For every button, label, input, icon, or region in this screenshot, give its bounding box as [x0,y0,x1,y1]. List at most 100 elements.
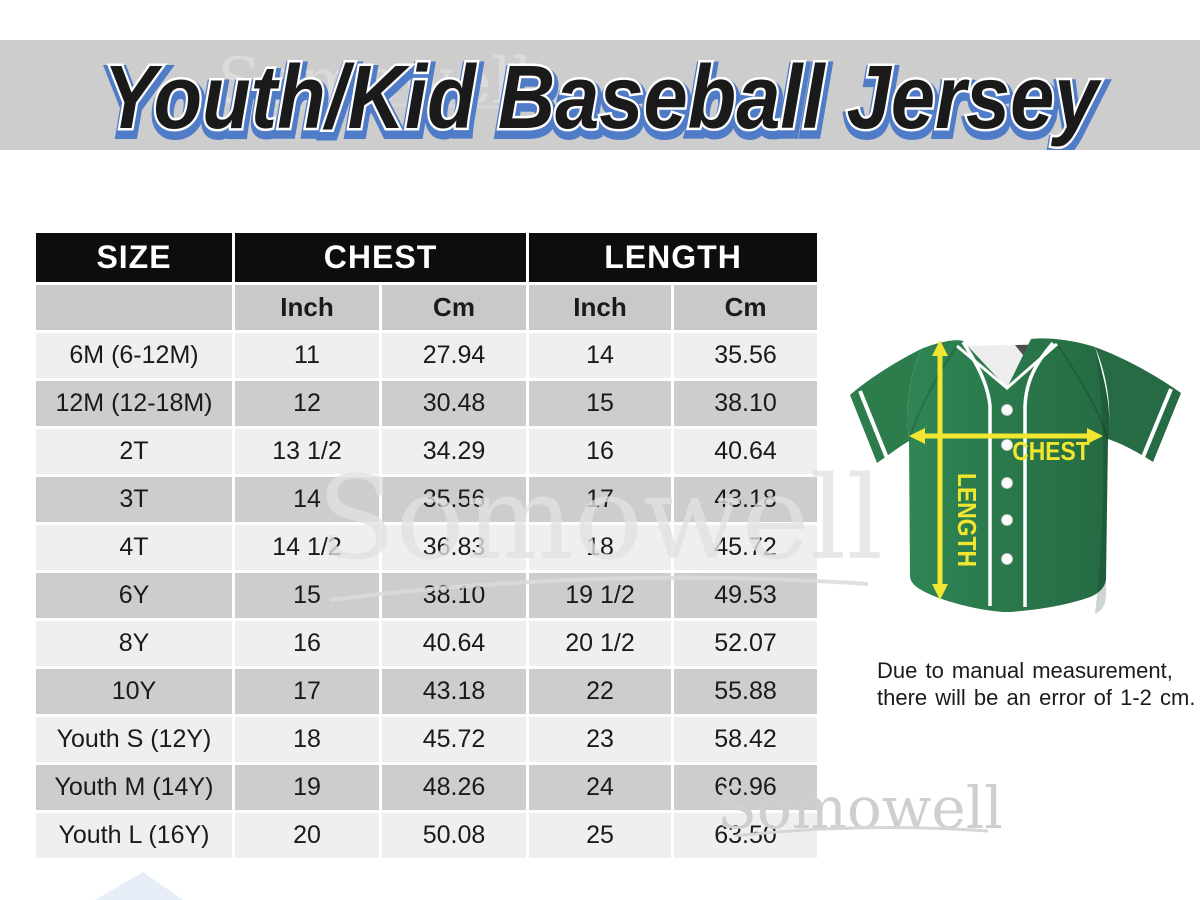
cell-chest-cm: 36.83 [382,525,527,570]
cell-length-cm: 45.72 [674,525,818,570]
cell-size: 12M (12-18M) [36,381,232,426]
jersey-buttons [1001,404,1013,565]
length-arrow [932,340,948,600]
cell-size: 3T [36,477,232,522]
cell-length-cm: 35.56 [674,333,818,378]
cell-chest-cm: 27.94 [382,333,527,378]
cell-chest-in: 14 [235,477,379,522]
table-header-row: SIZE CHEST LENGTH [36,233,818,282]
cell-size: Youth L (16Y) [36,813,232,858]
cell-size: 4T [36,525,232,570]
cell-length-cm: 52.07 [674,621,818,666]
jersey-placket-piping-left [961,341,992,606]
cell-size: Youth M (14Y) [36,765,232,810]
cell-chest-in: 12 [235,381,379,426]
jersey-left-sleeve-stripe [858,390,889,459]
table-row: 10Y 17 43.18 22 55.88 [36,669,818,714]
cell-chest-cm: 50.08 [382,813,527,858]
cell-chest-cm: 34.29 [382,429,527,474]
units-chest-cm: Cm [382,285,527,330]
title-banner: Somowell Youth/Kid Baseball Jersey Youth… [0,40,1200,150]
units-chest-inch: Inch [235,285,379,330]
chest-arrow [909,428,1103,444]
measurement-note-line1: Due to manual measurement, [877,658,1173,683]
cell-chest-cm: 35.56 [382,477,527,522]
cell-chest-in: 14 1/2 [235,525,379,570]
cell-chest-cm: 48.26 [382,765,527,810]
cell-length-cm: 58.42 [674,717,818,762]
cell-length-in: 15 [529,381,672,426]
cell-length-in: 17 [529,477,672,522]
cell-chest-in: 20 [235,813,379,858]
cell-size: 2T [36,429,232,474]
table-row: Youth M (14Y) 19 48.26 24 60.96 [36,765,818,810]
jersey-body [907,338,1110,612]
chest-measure-label: CHEST [1012,438,1090,467]
cell-length-in: 18 [529,525,672,570]
cell-size: 6M (6-12M) [36,333,232,378]
table-row: 3T 14 35.56 17 43.18 [36,477,818,522]
page-title: Youth/Kid Baseball Jersey [104,48,1102,148]
cell-chest-in: 11 [235,333,379,378]
table-row: 2T 13 1/2 34.29 16 40.64 [36,429,818,474]
table-row: 12M (12-18M) 12 30.48 15 38.10 [36,381,818,426]
cell-length-cm: 49.53 [674,573,818,618]
cell-length-cm: 55.88 [674,669,818,714]
jersey-right-seam [1056,343,1109,440]
table-row: Youth L (16Y) 20 50.08 25 63.50 [36,813,818,858]
length-measure-label: LENGTH [952,473,981,567]
cell-size: 10Y [36,669,232,714]
measurement-note-line2: there will be an error of 1-2 cm. [877,685,1196,710]
cell-chest-cm: 40.64 [382,621,527,666]
cell-size: Youth S (12Y) [36,717,232,762]
table-row: Youth S (12Y) 18 45.72 23 58.42 [36,717,818,762]
cell-size: 6Y [36,573,232,618]
jersey-right-sleeve [1095,347,1181,462]
cell-chest-cm: 38.10 [382,573,527,618]
title-graphic: Somowell Youth/Kid Baseball Jersey Youth… [99,45,1109,150]
table-row: 6Y 15 38.10 19 1/2 49.53 [36,573,818,618]
cell-length-in: 20 1/2 [529,621,672,666]
cell-length-in: 24 [529,765,672,810]
cell-length-cm: 38.10 [674,381,818,426]
cell-size: 8Y [36,621,232,666]
cell-length-in: 14 [529,333,672,378]
units-length-inch: Inch [529,285,672,330]
table-row: 4T 14 1/2 36.83 18 45.72 [36,525,818,570]
cell-chest-cm: 43.18 [382,669,527,714]
watermark-top-swoosh [239,103,511,114]
cell-length-in: 23 [529,717,672,762]
cell-chest-cm: 45.72 [382,717,527,762]
units-length-cm: Cm [674,285,818,330]
jersey-illustration: CHEST LENGTH [850,338,1181,614]
jersey-placket-piping-right [1023,341,1055,607]
table-row: 8Y 16 40.64 20 1/2 52.07 [36,621,818,666]
cell-length-in: 16 [529,429,672,474]
cell-length-cm: 40.64 [674,429,818,474]
page-title-shadow: Youth/Kid Baseball Jersey [105,53,1103,150]
corner-watermark-shape [95,872,183,900]
col-header-length: LENGTH [529,233,818,282]
col-header-size: SIZE [36,233,232,282]
table-row: 6M (6-12M) 11 27.94 14 35.56 [36,333,818,378]
cell-chest-cm: 30.48 [382,381,527,426]
size-table: SIZE CHEST LENGTH Inch Cm Inch Cm 6M (6-… [33,230,820,861]
cell-chest-in: 17 [235,669,379,714]
cell-length-cm: 63.50 [674,813,818,858]
cell-chest-in: 19 [235,765,379,810]
table-units-row: Inch Cm Inch Cm [36,285,818,330]
cell-chest-in: 16 [235,621,379,666]
col-header-chest: CHEST [235,233,527,282]
cell-chest-in: 15 [235,573,379,618]
cell-length-cm: 60.96 [674,765,818,810]
units-empty-cell [36,285,232,330]
cell-chest-in: 18 [235,717,379,762]
jersey-right-sleeve-stripe [1141,388,1173,458]
cell-length-in: 19 1/2 [529,573,672,618]
cell-length-in: 22 [529,669,672,714]
jersey-left-sleeve [850,349,921,463]
cell-length-in: 25 [529,813,672,858]
cell-chest-in: 13 1/2 [235,429,379,474]
measurement-note: Due to manual measurement, there will be… [877,657,1197,711]
